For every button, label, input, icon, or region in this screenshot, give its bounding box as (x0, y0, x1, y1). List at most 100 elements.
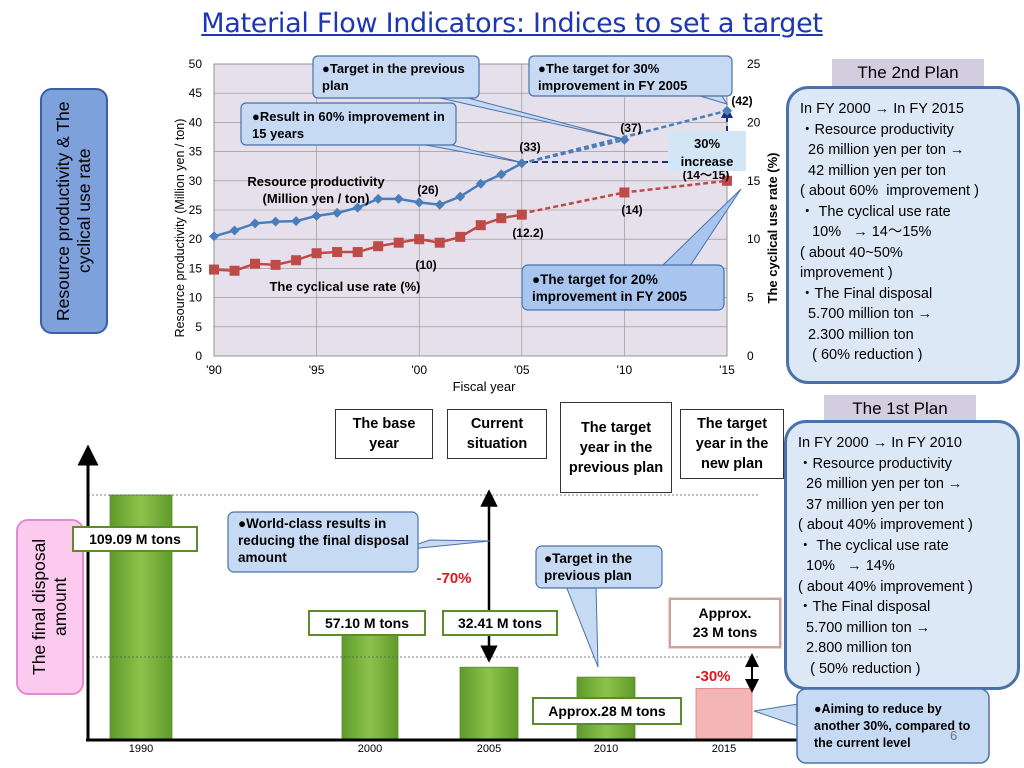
productivity-series-label-2: (Million yen / ton) (263, 191, 370, 206)
y-tick-label: 40 (189, 115, 203, 129)
year-box-base: The base year (335, 409, 433, 459)
cyclical-point (455, 231, 466, 242)
plan2-line: 2.300 million ton (800, 326, 914, 343)
cyclical-point (209, 264, 219, 275)
cyclical-point (414, 234, 425, 245)
plan2-tab: The 2nd Plan (832, 59, 984, 87)
cyclical-point (352, 247, 363, 258)
cyclical-target-point (619, 187, 630, 198)
y-tick-label: 20 (189, 232, 203, 246)
reduction-label-30: -30% (695, 668, 730, 685)
increase-label-2: increase (681, 154, 734, 169)
callout-target-20-text: ●The target for 20% improvement in FY 20… (532, 272, 688, 304)
point-label-14: (14) (621, 203, 642, 217)
productivity-point (455, 191, 466, 202)
x-tick-label: '10 (617, 363, 633, 377)
y-tick-label: 15 (189, 261, 203, 275)
plan1-line: ・The Final disposal (798, 599, 931, 615)
callout-world-class-text: ●World-class results in reducing the fin… (238, 516, 410, 565)
x-tick-label: '05 (514, 363, 530, 377)
productivity-point (332, 207, 343, 218)
x-tick-label: '15 (719, 363, 735, 377)
bar-x-label: 2015 (712, 743, 736, 755)
bar-2015 (695, 687, 753, 741)
plan1-line: ( 50% reduction ) (798, 660, 921, 677)
bar-value-label-2000: 57.10 M tons (308, 610, 426, 636)
plan2-line: ・Resource productivity (800, 121, 954, 138)
callout-target-previous-plan (312, 55, 628, 141)
point-label-10: (10) (415, 258, 436, 272)
cyclical-point (270, 259, 281, 270)
productivity-point (516, 158, 527, 169)
y-axis-label: Resource productivity (Million yen / ton… (173, 119, 187, 338)
y-tick-label: 45 (189, 86, 203, 100)
productivity-point (475, 178, 486, 189)
bar-value-label-2015: Approx. 23 M tons (669, 598, 781, 648)
point-label-26: (26) (417, 183, 438, 197)
increase-box (668, 131, 746, 171)
cyclical-target-point (722, 175, 732, 186)
plan1-line: 2.800 million ton (798, 640, 912, 656)
bar-x-label: 1990 (129, 743, 153, 755)
plan2-line: In FY 2000 → In FY 2015 (800, 101, 964, 117)
callout-target-30 (528, 55, 733, 105)
year-box-new-target: The target year in the new plan (680, 409, 784, 479)
productivity-point (209, 231, 219, 242)
bar-2005 (459, 666, 519, 741)
callout-result-60 (240, 102, 525, 164)
callout-result-60-text: ●Result in 60% improvement in 15 years (252, 109, 445, 141)
plan1-line: ( about 40% improvement ) (798, 578, 973, 595)
callout-target-previous-plan-text: ●Target in the previous plan (322, 61, 465, 93)
x-tick-label: '90 (206, 363, 222, 377)
plan2-line: ( about 60% improvement ) (800, 183, 979, 199)
year-box-current: Current situation (447, 409, 547, 459)
callout-target-20 (521, 188, 742, 311)
cyclical-point (434, 237, 445, 248)
bar-x-label: 2010 (594, 743, 618, 755)
page-number: 6 (950, 728, 958, 743)
y-tick-label: 10 (189, 291, 203, 305)
x-tick-label: '00 (411, 363, 427, 377)
callout-aiming-text: ●Aiming to reduce by another 30%, compar… (814, 702, 971, 750)
productivity-point (496, 169, 507, 180)
productivity-point (434, 199, 445, 210)
callout-target-prev-text: ●Target in the previous plan (544, 551, 633, 583)
productivity-target-point-2015 (722, 105, 732, 116)
y2-axis-label: The cyclical use rate (%) (765, 152, 780, 303)
productivity-point (229, 225, 240, 236)
point-label-33: (33) (519, 140, 540, 154)
productivity-point (291, 216, 302, 227)
plan1-tab: The 1st Plan (824, 395, 976, 423)
y-tick-label: 35 (189, 145, 203, 159)
plan2-line: improvement ) (800, 265, 893, 281)
point-label-37: (37) (620, 121, 641, 135)
cyclical-point (475, 220, 486, 231)
y2-tick-label: 5 (747, 291, 754, 305)
y-tick-label: 25 (189, 203, 203, 217)
x-tick-label: '95 (309, 363, 325, 377)
productivity-point (393, 193, 404, 204)
page-title: Material Flow Indicators: Indices to set… (201, 8, 823, 39)
cyclical-line (213, 213, 523, 272)
productivity-point (270, 216, 281, 227)
plan2-line: 5.700 million ton → (800, 306, 933, 322)
y2-tick-label: 10 (747, 232, 761, 246)
bar-value-label-2010: Approx.28 M tons (532, 697, 682, 725)
y-tick-label: 5 (195, 320, 202, 334)
plan1-line: ・Resource productivity (798, 455, 952, 472)
cyclical-point (332, 247, 343, 258)
productivity-series-label-1: Resource productivity (247, 174, 385, 189)
point-label-12: (12.2) (512, 226, 543, 240)
callout-target-prev (535, 545, 663, 668)
cyclical-point (229, 265, 240, 276)
productivity-point (250, 218, 261, 229)
plan2-line: 42 million yen per ton (800, 162, 946, 179)
cyclical-point (496, 213, 507, 224)
cyclical-point (393, 237, 404, 248)
plan1-line: 5.700 million ton → (798, 619, 931, 636)
callout-target-30-text: ●The target for 30% improvement in FY 20… (538, 61, 688, 93)
left-label-top-box: Resource productivity & The cyclical use… (40, 88, 108, 334)
plan2-line: 10% → 14〜15% (800, 224, 932, 240)
cyclical-point (516, 209, 527, 220)
